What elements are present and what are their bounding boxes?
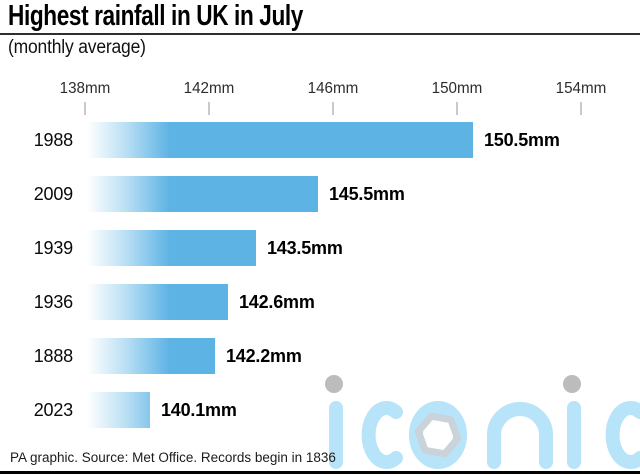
value-label: 143.5mm (267, 237, 343, 258)
axis-tick-mark (332, 102, 334, 115)
bar-row: 1988 150.5mm (0, 122, 640, 158)
axis-tick-mark (84, 102, 86, 115)
letter-c (361, 401, 403, 469)
chart-title: Highest rainfall in UK in July (8, 0, 303, 32)
iconic-watermark (325, 375, 640, 469)
bar-chart: 1988 150.5mm 2009 145.5mm 1939 143.5mm 1936 142… (0, 122, 640, 446)
bar-row: 1888 142.2mm (0, 338, 640, 374)
value-label: 145.5mm (329, 183, 405, 204)
year-label: 1888 (33, 345, 73, 366)
axis-tick-label: 150mm (431, 80, 483, 97)
axis-tick-label: 146mm (307, 80, 359, 97)
x-axis: 138mm 142mm 146mm 150mm 154mm (0, 0, 640, 120)
i-dot-icon (563, 375, 581, 393)
bar-row: 1939 143.5mm (0, 230, 640, 266)
source-credit: PA graphic. Source: Met Office. Records … (10, 450, 336, 465)
rainfall-bar (85, 392, 150, 428)
rainfall-bar (85, 176, 318, 212)
bar-row: 1936 142.6mm (0, 284, 640, 320)
axis-tick-label: 154mm (555, 80, 607, 97)
rainfall-bar (85, 122, 473, 158)
rainfall-bar (85, 284, 228, 320)
axis-tick-mark (208, 102, 210, 115)
bar-row: 2009 145.5mm (0, 176, 640, 212)
title-divider (0, 33, 640, 35)
letter-n (487, 402, 553, 469)
bar-row: 2023 140.1mm (0, 392, 640, 428)
year-label: 1988 (33, 129, 73, 150)
chart-subtitle: (monthly average) (8, 37, 146, 58)
axis-tick-mark (580, 102, 582, 115)
value-label: 150.5mm (484, 129, 560, 150)
value-label: 142.6mm (239, 291, 315, 312)
axis-tick-label: 142mm (183, 80, 235, 97)
i-dot-icon (325, 375, 343, 393)
hexagon-nut-icon (414, 412, 462, 458)
rainfall-bar (85, 230, 256, 266)
value-label: 142.2mm (226, 345, 302, 366)
bottom-border (0, 471, 640, 474)
year-label: 2023 (33, 399, 73, 420)
axis-tick-mark (456, 102, 458, 115)
rainfall-bar (85, 338, 215, 374)
value-label: 140.1mm (161, 399, 237, 420)
axis-tick-label: 138mm (59, 80, 111, 97)
year-label: 2009 (33, 183, 73, 204)
letter-c (605, 401, 640, 469)
year-label: 1939 (33, 237, 73, 258)
watermark-letters (329, 401, 640, 469)
year-label: 1936 (33, 291, 73, 312)
